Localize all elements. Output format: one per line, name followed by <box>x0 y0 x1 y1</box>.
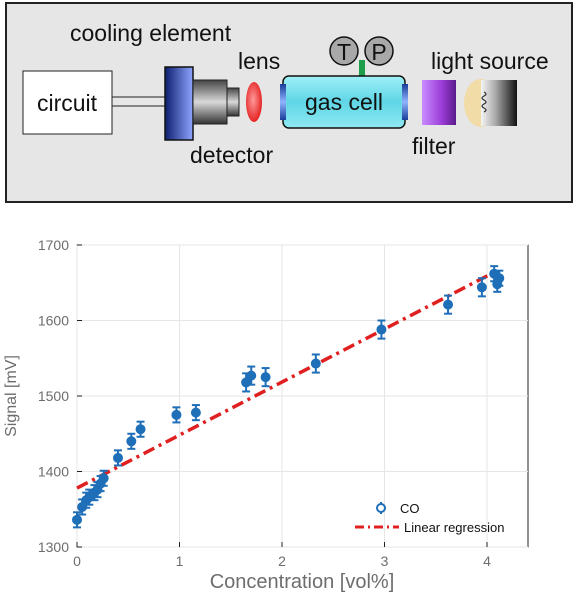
x-tick-label: 2 <box>278 553 286 569</box>
lens <box>246 82 262 122</box>
point-marker <box>135 424 146 435</box>
point-marker <box>376 324 387 335</box>
pressure-sensor <box>364 36 394 66</box>
data-point <box>310 353 321 374</box>
data-point <box>476 277 487 298</box>
point-marker <box>443 299 454 310</box>
y-tick-label: 1300 <box>38 539 69 555</box>
gas-cell-window-right <box>402 84 408 120</box>
data-point <box>376 319 387 340</box>
legend-marker-icon <box>376 503 386 513</box>
gas-cell-window-left <box>280 84 286 120</box>
data-point <box>494 269 505 287</box>
point-marker <box>494 273 505 284</box>
data-point <box>190 404 201 422</box>
y-axis-label: Signal [mV] <box>3 355 20 437</box>
cooling-element <box>164 66 194 141</box>
data-point <box>113 449 123 467</box>
light-source-label: light source <box>431 48 549 74</box>
filter-label: filter <box>412 133 456 159</box>
point-marker <box>126 436 137 447</box>
point-marker <box>98 473 109 484</box>
data-point <box>98 469 109 487</box>
point-marker <box>260 372 271 383</box>
gas-cell-label: gas cell <box>305 89 383 115</box>
x-tick-label: 1 <box>176 553 184 569</box>
data-point <box>126 432 137 450</box>
data-point <box>72 511 82 529</box>
point-marker <box>72 514 82 525</box>
detector-window <box>226 87 240 117</box>
point-marker <box>310 358 321 369</box>
point-marker <box>476 282 487 293</box>
cooling-element-label: cooling element <box>70 20 232 46</box>
data-point <box>260 367 271 388</box>
temperature-sensor <box>329 36 359 66</box>
y-tick-label: 1700 <box>38 237 69 253</box>
circuit-label: circuit <box>37 90 98 116</box>
point-marker <box>171 409 182 420</box>
detector-label: detector <box>190 142 273 168</box>
legend: CO Linear regression <box>355 501 504 535</box>
filter <box>422 80 456 125</box>
point-marker <box>190 407 201 418</box>
point-marker <box>246 370 257 381</box>
light-source-housing <box>481 80 517 126</box>
data-point <box>171 406 182 424</box>
data-point <box>135 420 146 438</box>
x-tick-label: 3 <box>381 553 389 569</box>
x-tick-label: 4 <box>483 553 491 569</box>
data-point <box>246 365 257 386</box>
x-axis-label: Concentration [vol%] <box>210 571 395 593</box>
y-tick-label: 1400 <box>38 464 69 480</box>
y-tick-label: 1600 <box>38 313 69 329</box>
y-tick-label: 1500 <box>38 388 69 404</box>
pressure-sensor-label: P <box>371 39 386 65</box>
temperature-sensor-label: T <box>337 39 351 65</box>
lens-label: lens <box>238 48 280 74</box>
legend-points-label: CO <box>400 501 420 516</box>
sensor-stem <box>359 60 365 76</box>
legend-fit-label: Linear regression <box>404 520 504 535</box>
data-point <box>443 294 454 315</box>
circuit-box <box>22 70 113 135</box>
light-source-filament-icon <box>481 91 487 113</box>
x-tick-label: 0 <box>73 553 81 569</box>
regression-line <box>76 269 499 490</box>
point-marker <box>113 452 123 463</box>
